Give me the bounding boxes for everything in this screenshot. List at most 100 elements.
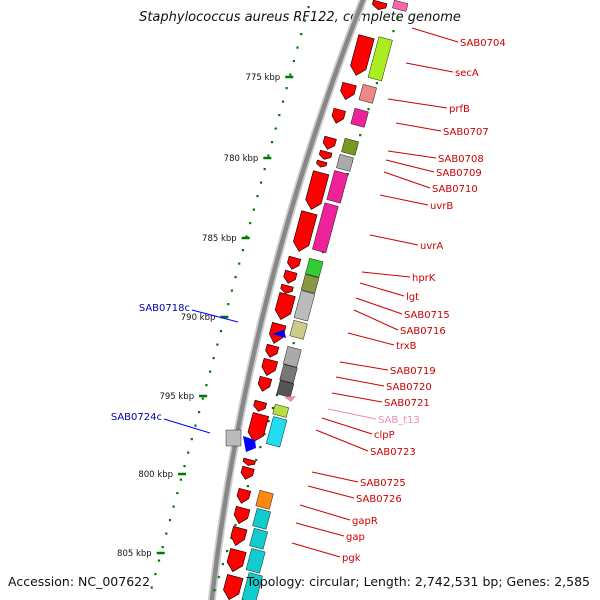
reverse-gene-label: SAB0724c <box>111 412 162 423</box>
gene-label-leader <box>355 297 403 315</box>
gene-label: uvrB <box>430 201 453 212</box>
scale-dot <box>245 235 248 238</box>
gene-label: SAB_t13 <box>378 415 420 426</box>
gene-label-leader <box>307 485 355 499</box>
scale-dot <box>183 465 186 468</box>
gene-label: SAB0716 <box>400 326 446 337</box>
forward-gene-arrow <box>305 170 330 210</box>
gene-label-leader <box>315 429 369 452</box>
reverse-gene-leader <box>163 418 211 434</box>
cog-category-block <box>289 320 308 340</box>
scale-dot <box>263 168 266 171</box>
scale-dot <box>270 141 274 144</box>
gene-label: SAB0715 <box>404 310 450 321</box>
genome-backbone <box>209 0 366 600</box>
gene-label-leader <box>291 542 341 558</box>
forward-gene-arrow <box>350 34 375 76</box>
forward-gene-arrow <box>265 343 280 358</box>
gene-label-leader <box>405 62 454 73</box>
reverse-gene-arrow <box>243 436 256 452</box>
forward-gene-arrow <box>247 412 270 443</box>
gene-label: SAB0708 <box>438 154 484 165</box>
scale-tick-label: 795 kbp <box>159 392 194 402</box>
forward-gene-arrow <box>280 283 294 294</box>
gene-label: SAB0723 <box>370 447 416 458</box>
cog-category-block <box>245 548 266 574</box>
forward-gene-arrow <box>240 465 255 480</box>
forward-gene-arrow <box>230 525 248 546</box>
cog-category-block <box>279 364 298 384</box>
scale-dot <box>234 276 237 279</box>
scale-dot <box>289 73 292 76</box>
scale-dot <box>150 586 153 589</box>
scale-dot <box>300 33 303 36</box>
cog-category-block <box>367 36 393 82</box>
gene-label-leader <box>335 376 385 387</box>
scale-dot <box>194 424 197 427</box>
gene-label: SAB0710 <box>432 184 478 195</box>
gene-label-leader <box>359 282 405 297</box>
forward-gene-arrow <box>261 357 279 376</box>
scale-dot <box>274 127 277 130</box>
forward-gene-arrow <box>226 548 247 573</box>
forward-gene-arrow <box>318 149 333 160</box>
reverse-gene-leader <box>191 309 239 323</box>
scale-dot <box>281 100 285 103</box>
scale-dot <box>285 87 288 90</box>
scale-dot <box>168 519 172 522</box>
gene-label: SAB0704 <box>460 38 506 49</box>
inner-dot <box>367 108 370 111</box>
gene-label: secA <box>455 68 479 79</box>
cog-category-block <box>249 528 268 550</box>
cog-category-block <box>241 572 263 600</box>
scale-tick-label: 785 kbp <box>202 234 237 244</box>
inner-dot <box>396 17 399 20</box>
gene-label-leader <box>339 361 389 371</box>
scale-dot <box>176 492 179 495</box>
inner-dot <box>392 30 395 33</box>
scale-dot <box>260 181 263 184</box>
gene-label: SAB0726 <box>356 494 402 505</box>
gene-label-leader <box>385 159 435 173</box>
cog-category-block <box>300 274 320 294</box>
scale-dot <box>230 289 233 292</box>
gene-label-leader <box>369 234 419 246</box>
forward-gene-arrow <box>287 255 302 270</box>
cog-category-block <box>326 170 349 204</box>
cog-category-block <box>350 108 369 128</box>
cog-category-block <box>252 508 271 530</box>
gene-label: SAB0709 <box>436 168 482 179</box>
scale-dot <box>172 505 175 508</box>
inner-dot <box>267 420 270 423</box>
gene-label-leader <box>353 309 399 331</box>
scale-dot <box>278 114 281 117</box>
scale-dot <box>249 222 252 225</box>
gene-label-leader <box>331 392 383 403</box>
scale-dot <box>252 208 255 211</box>
gene-label-leader <box>299 504 351 521</box>
forward-gene-arrow <box>236 487 252 504</box>
reverse-gene-cog-block <box>225 429 242 447</box>
inner-dot <box>226 550 229 553</box>
forward-gene-arrow <box>242 457 256 466</box>
cog-category-block <box>305 258 324 278</box>
cog-category-block <box>282 346 302 368</box>
gene-label-leader <box>321 417 373 435</box>
forward-gene-arrow <box>293 210 318 252</box>
gene-label: lgt <box>406 292 419 303</box>
inner-dot <box>292 342 295 345</box>
scale-tick-label: 790 kbp <box>181 313 216 323</box>
forward-gene-arrow <box>372 0 388 11</box>
accession-text: Accession: NC_007622 <box>8 574 151 589</box>
forward-gene-arrow <box>223 574 244 600</box>
forward-gene-arrow <box>274 292 296 321</box>
scale-dot <box>296 46 299 49</box>
cog-category-block <box>293 290 316 322</box>
cog-category-block <box>255 490 274 510</box>
gene-label-leader <box>311 471 359 483</box>
inner-dot <box>359 134 362 137</box>
scale-dot <box>227 303 230 306</box>
inner-dot <box>255 459 258 462</box>
scale-dot <box>292 60 295 63</box>
